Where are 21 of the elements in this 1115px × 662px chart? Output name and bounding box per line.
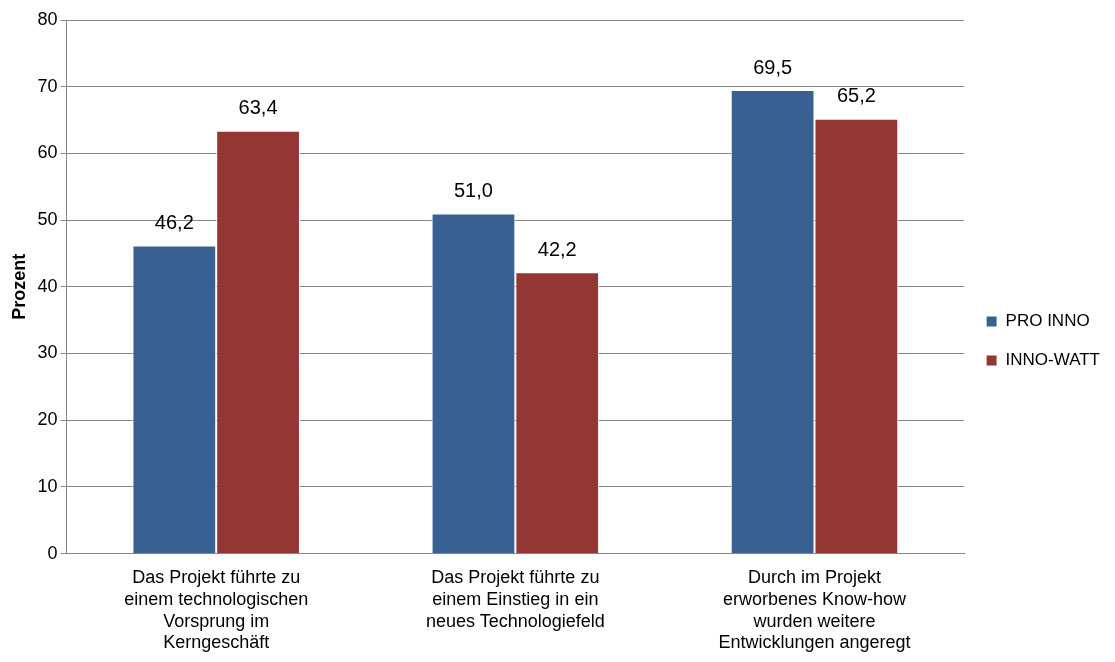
data-label: 51,0 [454, 178, 493, 201]
y-tick-label: 30 [37, 342, 58, 363]
x-tick-label: Das Projekt führte zu einem Einstieg in ein neues Technologiefeld [425, 567, 605, 631]
data-label: 69,5 [753, 55, 793, 78]
x-tick-label: Durch im Projekt erworbenes Know-how wurden weitere Entwicklungen angeregt [718, 567, 911, 653]
y-tick-label: 40 [37, 275, 58, 296]
legend-label: INNO-WATT [1005, 350, 1100, 370]
y-tick-label: 50 [37, 209, 58, 230]
y-tick-label: 20 [37, 409, 58, 430]
y-tick-label: 70 [37, 75, 58, 96]
data-label: 63,4 [238, 96, 278, 119]
data-label: 65,2 [836, 84, 876, 107]
data-label: 42,2 [537, 237, 577, 260]
x-tick-label: Das Projekt führte zu einem technologischen Vorsprung im Kerngeschäft [124, 567, 309, 653]
y-axis-title: Prozent [8, 253, 29, 320]
y-tick-label: 80 [37, 8, 58, 29]
y-tick-label: 10 [37, 475, 58, 496]
y-tick-label: 0 [47, 542, 58, 563]
y-tick-label: 60 [37, 142, 58, 163]
data-label: 46,2 [154, 210, 194, 233]
legend-label: PRO INNO [1005, 311, 1090, 331]
